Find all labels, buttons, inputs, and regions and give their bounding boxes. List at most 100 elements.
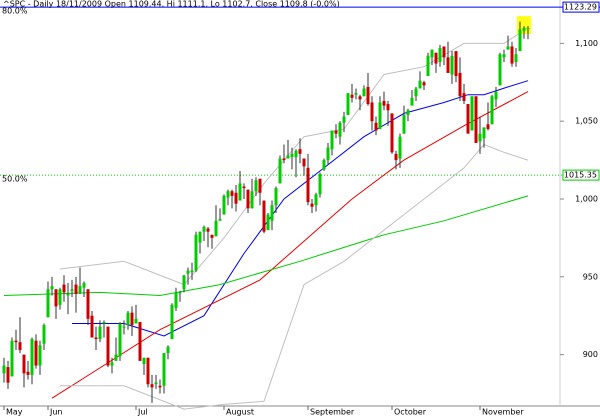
level-label: 50.0%	[2, 175, 28, 184]
candle-body	[358, 96, 362, 100]
candle-body	[14, 340, 18, 343]
chart-title: ^SPC - Daily 18/11/2009 Open 1109.44, Hi…	[3, 0, 340, 9]
candle-body	[430, 49, 434, 58]
candle-body	[398, 136, 402, 159]
candle-body	[242, 186, 246, 189]
candle-body	[106, 326, 110, 366]
candle-body	[494, 91, 498, 100]
candle-body	[42, 325, 46, 344]
candle-body	[402, 114, 406, 134]
candle-body	[334, 130, 338, 134]
x-tick-label: August	[226, 408, 254, 416]
x-tick-label: September	[310, 408, 355, 416]
candle-body	[422, 82, 426, 86]
x-tick-label: October	[394, 408, 427, 416]
candle-body	[262, 200, 266, 232]
candle-body	[306, 167, 310, 203]
y-tick-label: 1,050	[575, 117, 598, 126]
candle-body	[466, 104, 470, 134]
candle-body	[490, 96, 494, 125]
candle-body	[302, 158, 306, 167]
candle-body	[410, 97, 414, 106]
candle-body	[514, 54, 518, 63]
candle-body	[22, 354, 26, 374]
candle-body	[510, 46, 514, 64]
candle-body	[10, 340, 14, 377]
candle-body	[386, 104, 390, 111]
candle-body	[326, 147, 330, 161]
candle-body	[50, 286, 54, 290]
candle-body	[206, 228, 210, 232]
candle-body	[526, 28, 530, 30]
candle-body	[330, 130, 334, 150]
candle-body	[26, 371, 30, 375]
candle-body	[182, 275, 186, 290]
candle-body	[110, 362, 114, 366]
candle-body	[506, 46, 510, 50]
candle-body	[86, 289, 90, 319]
candle-body	[234, 192, 238, 204]
candle-body	[82, 283, 86, 288]
candle-body	[18, 342, 22, 350]
candle-body	[478, 133, 482, 142]
candle-body	[498, 54, 502, 86]
x-tick-label: Jun	[49, 408, 63, 416]
candle-body	[294, 150, 298, 157]
candle-body	[62, 284, 66, 293]
candle-body	[458, 72, 462, 97]
candle-body	[238, 183, 242, 201]
candle-body	[250, 191, 254, 209]
candle-body	[282, 158, 286, 161]
level-label: 80.0%	[2, 7, 28, 16]
candle-body	[122, 326, 126, 328]
candle-body	[502, 54, 506, 58]
candle-body	[186, 270, 190, 274]
candle-body	[418, 80, 422, 89]
candle-body	[74, 284, 78, 294]
candle-body	[202, 227, 206, 232]
candle-body	[378, 102, 382, 129]
level-value: 1015.35	[564, 171, 597, 180]
candle-body	[350, 94, 354, 98]
y-tick-label: 950	[583, 272, 598, 281]
x-tick-label: Jul	[137, 408, 148, 416]
candle-body	[90, 315, 94, 338]
candle-body	[406, 110, 410, 115]
candle-body	[34, 340, 38, 366]
candle-body	[194, 234, 198, 271]
candle-body	[210, 234, 214, 238]
candle-body	[394, 153, 398, 161]
x-tick-label: November	[482, 408, 524, 416]
candle-body	[166, 346, 170, 354]
candle-body	[486, 124, 490, 129]
candle-body	[274, 188, 278, 206]
candle-body	[222, 195, 226, 215]
candle-body	[214, 220, 218, 237]
candle-body	[46, 289, 50, 318]
candle-body	[98, 326, 102, 340]
candle-body	[270, 205, 274, 221]
candle-body	[442, 46, 446, 58]
candle-body	[254, 180, 258, 192]
candle-body	[190, 270, 194, 273]
candle-body	[338, 122, 342, 137]
candle-body	[66, 293, 70, 296]
candle-body	[346, 93, 350, 115]
candle-body	[126, 312, 130, 326]
level-value: 1123.29	[564, 3, 597, 12]
y-tick-label: 1,000	[575, 194, 598, 203]
candle-body	[278, 158, 282, 184]
candle-body	[390, 113, 394, 153]
candle-body	[474, 96, 478, 143]
candle-body	[114, 354, 118, 361]
x-tick-label: May	[6, 408, 23, 416]
candle-body	[70, 289, 74, 291]
candle-body	[286, 155, 290, 159]
candle-body	[54, 289, 58, 307]
candle-body	[158, 385, 162, 388]
candle-body	[426, 55, 430, 77]
candle-body	[142, 357, 146, 364]
candle-body	[94, 337, 98, 340]
